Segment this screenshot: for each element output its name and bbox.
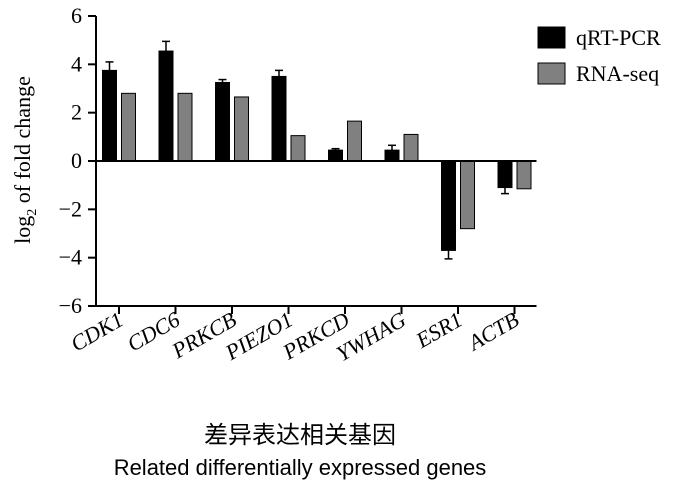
y-axis-title-rest: of fold change <box>10 76 35 209</box>
bar-qrt-pcr-cdk1 <box>102 69 117 162</box>
x-tick-label-actb: ACTB <box>462 307 523 357</box>
y-axis-title-main: log <box>10 216 35 244</box>
bar-rna-seq-cdk1 <box>121 92 136 162</box>
y-axis-title-subscript: 2 <box>25 209 40 216</box>
legend: qRT-PCR RNA-seq <box>537 25 661 86</box>
bar-qrt-pcr-actb <box>497 160 513 189</box>
legend-label-rna-seq: RNA-seq <box>576 61 659 86</box>
y-tick-label: 4 <box>71 51 82 76</box>
legend-swatch-qrt-pcr <box>537 26 566 49</box>
bar-rna-seq-prkcd <box>347 120 362 162</box>
y-tick-label: −2 <box>59 196 82 221</box>
bar-rna-seq-cdc6 <box>177 92 193 162</box>
bar-rna-seq-ywhag <box>403 133 419 162</box>
bar-qrt-pcr-ywhag <box>384 149 400 162</box>
legend-swatch-rna-seq <box>537 62 566 85</box>
y-tick-label: −6 <box>59 293 82 318</box>
y-tick-label: 0 <box>71 148 82 173</box>
bar-qrt-pcr-piezo1 <box>271 75 287 162</box>
bar-rna-seq-piezo1 <box>290 135 306 162</box>
x-axis-title-english: Related differentially expressed genes <box>114 455 487 480</box>
y-tick-label: −4 <box>59 245 82 270</box>
y-axis-title: log2 of fold change <box>10 76 40 244</box>
bar-rna-seq-esr1 <box>460 160 475 230</box>
bar-qrt-pcr-prkcd <box>328 149 343 162</box>
bar-qrt-pcr-esr1 <box>441 160 456 251</box>
y-tick-label: 2 <box>71 100 82 125</box>
legend-label-qrt-pcr: qRT-PCR <box>576 25 661 50</box>
x-axis-title-chinese: 差异表达相关基因 <box>204 421 396 449</box>
bar-qrt-pcr-prkcb <box>215 81 230 162</box>
bar-rna-seq-prkcb <box>234 96 249 162</box>
y-tick-label: 6 <box>71 3 82 28</box>
bar-qrt-pcr-cdc6 <box>158 50 174 162</box>
svg-text:log2 of fold change: log2 of fold change <box>10 76 40 244</box>
bar-rna-seq-actb <box>516 160 532 190</box>
